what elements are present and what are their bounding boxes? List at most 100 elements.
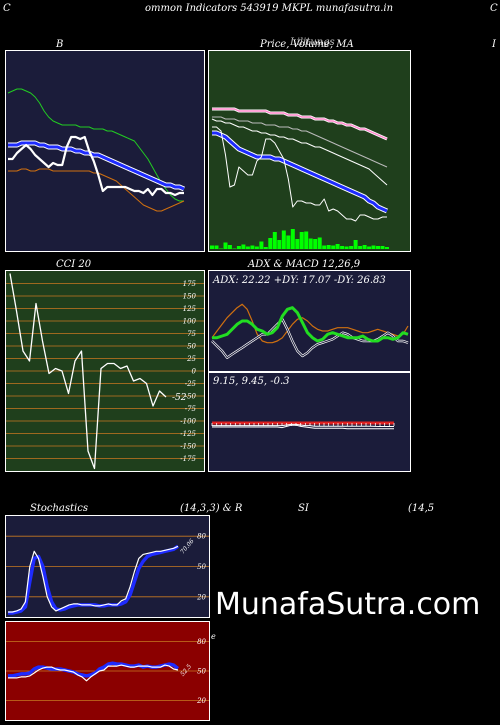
bollinger-lower-line [8, 168, 185, 212]
price-chart [210, 107, 389, 249]
volume-bar [299, 232, 304, 249]
volume-bar [358, 246, 363, 249]
cci-tick-label: -150 [180, 443, 196, 451]
volume-bar [295, 239, 300, 249]
adx-chart [211, 303, 409, 359]
volume-bar [245, 246, 250, 249]
stochastics-params: (14,3,3) & R [180, 503, 243, 514]
bollinger-middle-line [8, 141, 185, 191]
volume-bar [362, 245, 367, 249]
cci-tick-label: -75 [185, 405, 197, 413]
macd-signal-line [212, 423, 394, 427]
volume-bar [223, 242, 228, 249]
cci-tick-label: 75 [187, 330, 196, 338]
volume-bar [313, 239, 318, 249]
cci-tick-label: -25 [185, 380, 197, 388]
volume-bar [214, 245, 219, 249]
cci-tick-label: 0 [192, 368, 197, 376]
stoch-tick-label: 20 [196, 593, 206, 601]
watermark: MunafaSutra.com [215, 587, 481, 622]
cci-tick-label: 100 [183, 318, 197, 326]
macd-values: 9.15, 9.45, -0.3 [213, 376, 290, 387]
price-title-overlap: Lilitungs [290, 37, 335, 48]
volume-bar [304, 231, 309, 249]
cci-tick-label: -125 [180, 430, 196, 438]
volume-bar [241, 244, 246, 249]
ma-gray-line [212, 116, 388, 168]
cci-tick-label: -50 [185, 393, 197, 401]
stoch-k-line [8, 545, 179, 613]
header-corner-right: C [490, 3, 498, 14]
rsi-params: (14,5 [408, 503, 435, 514]
volume-bar [210, 245, 214, 249]
bollinger-price-line [8, 135, 184, 197]
cci-title: CCI 20 [56, 259, 92, 270]
ma-pink-outline [212, 107, 388, 141]
bollinger-title: B [56, 39, 64, 50]
volume-bar [344, 246, 349, 249]
volume-bar [277, 240, 282, 249]
macd-panel: 9.15, 9.45, -0.3 [208, 372, 411, 472]
stochastics-chart: 80 50 20 70.06 [6, 533, 209, 615]
cci-panel: 175 150 125 100 75 50 25 0 -25 -50 -75 -100 -125 -150… [5, 270, 205, 472]
volume-bar [326, 245, 331, 249]
volume-bar [340, 246, 345, 249]
bollinger-chart [7, 88, 186, 212]
adx-plus-di-line [211, 318, 409, 359]
bollinger-panel [5, 50, 205, 252]
volume-bar [268, 238, 273, 249]
ma-pink-line [212, 108, 388, 140]
adx-values: ADX: 22.22 +DY: 17.07 -DY: 26.83 [213, 275, 386, 286]
adx-macd-title: ADX & MACD 12,26,9 [248, 259, 361, 270]
cci-line [9, 273, 167, 470]
volume-bar [272, 232, 277, 249]
cci-chart: 175 150 125 100 75 50 25 0 -25 -50 -75 -100 -125 -150… [6, 273, 204, 470]
cci-tick-label: 125 [183, 305, 197, 313]
volume-bar [308, 238, 313, 249]
price-title: Price, Volume, MA [260, 39, 354, 50]
rsi-chart: 80 50 20 52.5 [6, 638, 209, 705]
rsi-tick-label: 50 [197, 668, 206, 676]
cci-tick-label: -100 [180, 418, 196, 426]
stochastics-title: Stochastics [30, 503, 88, 514]
stochastics-panel: 80 50 20 70.06 [5, 515, 210, 618]
price-line [212, 126, 387, 222]
volume-bar [236, 246, 241, 249]
volume-bar [263, 247, 268, 249]
rsi-title: SI [298, 503, 309, 514]
stoch-last-value: 70.06 [179, 538, 196, 556]
cci-tick-label: 50 [187, 343, 196, 351]
adx-panel: ADX: 22.22 +DY: 17.07 -DY: 26.83 [208, 270, 411, 372]
ma-blue-line [212, 131, 388, 213]
macd-chart [211, 421, 395, 430]
volume-bar [322, 245, 327, 249]
cci-tick-label: 25 [186, 355, 196, 363]
stoch-d-line [8, 544, 180, 615]
cci-last-value: -52 [172, 393, 187, 403]
volume-bar [219, 248, 223, 249]
ma-white-line [211, 118, 388, 186]
volume-bar [367, 246, 372, 249]
volume-bar [385, 247, 389, 249]
right-edge-title: I [492, 39, 496, 50]
cci-tick-label: 150 [183, 293, 197, 301]
ma-blue-outline [212, 130, 389, 214]
rsi-secondary-line [8, 664, 179, 682]
rsi-panel: 80 50 20 52.5 [5, 621, 210, 721]
rsi-tick-label: 20 [196, 697, 206, 705]
volume-bar [371, 245, 376, 249]
rsi-side-mark: e [211, 632, 216, 641]
volume-bar [281, 230, 286, 249]
volume-bar [380, 246, 385, 249]
header-corner-left: C [3, 3, 11, 14]
stoch-tick-label: 50 [197, 563, 206, 571]
volume-bar [286, 235, 291, 249]
rsi-tick-label: 80 [197, 638, 206, 646]
volume-bar [290, 229, 295, 249]
adx-line [212, 306, 409, 343]
adx-minus-di-line [211, 303, 409, 344]
volume-bar [250, 245, 255, 249]
volume-bar [331, 245, 336, 249]
price-panel [208, 50, 411, 252]
volume-bar [376, 246, 380, 249]
